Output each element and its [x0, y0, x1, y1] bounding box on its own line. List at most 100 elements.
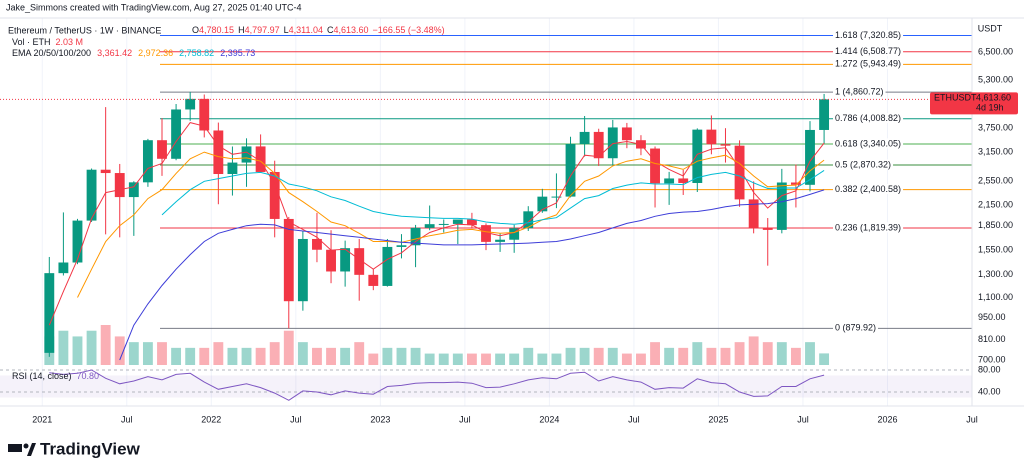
candle-body: [72, 220, 83, 263]
candle-body: [776, 182, 787, 230]
candle-body: [438, 223, 449, 225]
volume-bar: [790, 347, 801, 365]
volume-bar: [297, 342, 308, 365]
volume-bar: [382, 347, 393, 365]
badge-price: 4,613.60: [976, 93, 1011, 103]
volume-bar: [523, 347, 534, 365]
ema-line: [161, 169, 825, 225]
volume-bar: [396, 347, 407, 365]
rsi-line: [49, 369, 825, 401]
candle-body: [255, 146, 266, 172]
candle-body: [734, 145, 745, 200]
candle-body: [523, 211, 534, 229]
x-tick-label: 2022: [201, 414, 221, 424]
ohlc-value: 4,613.60: [334, 25, 369, 35]
candle-body: [621, 127, 632, 141]
x-tick-label: Jul: [290, 414, 302, 424]
candle-body: [114, 173, 125, 198]
volume-bar: [354, 342, 365, 365]
candle-body: [227, 162, 238, 175]
candle-body: [819, 99, 830, 130]
volume-bar: [579, 347, 590, 365]
volume-bar: [86, 330, 97, 365]
volume-bar: [805, 342, 815, 365]
x-tick-label: Jul: [966, 414, 978, 424]
volume-bar: [213, 342, 224, 365]
x-tick-label: 2024: [539, 414, 559, 424]
volume-bar: [340, 347, 351, 365]
ohlc-value: 4,780.15: [199, 25, 234, 35]
candle-body: [410, 227, 421, 246]
volume-bar: [100, 325, 111, 365]
ohlc-value: 4,797.97: [245, 25, 280, 35]
volume-bar: [368, 353, 379, 365]
rsi-title: RSI (14, close): [12, 371, 72, 381]
fib-label-bg: [833, 86, 886, 97]
candle-body: [382, 246, 393, 286]
rsi-value: 70.80: [77, 371, 100, 381]
candle-body: [551, 196, 562, 198]
candle-body: [664, 178, 675, 184]
logo-mark: [23, 443, 29, 449]
x-tick-label: Jul: [459, 414, 471, 424]
volume-bar: [565, 347, 576, 365]
y-tick-label: 3,150.00: [978, 146, 1013, 156]
ohlc-key: L: [284, 25, 289, 35]
x-tick-label: 2023: [370, 414, 390, 424]
volume-bar: [537, 353, 548, 365]
volume-title: Vol · ETH: [12, 37, 51, 47]
volume-bar: [466, 353, 477, 365]
candle-body: [396, 245, 407, 247]
candle-body: [579, 131, 590, 144]
badge-countdown: 4d 19h: [976, 103, 1004, 113]
volume-bar: [157, 342, 167, 365]
candle-body: [185, 98, 196, 110]
candle-body: [241, 146, 252, 163]
volume-bar: [128, 342, 139, 365]
fib-label: 0.382 (2,400.58): [835, 184, 901, 194]
candle-body: [326, 249, 336, 272]
ohlc-value: 4,311.04: [289, 25, 323, 35]
volume-bar: [410, 347, 421, 365]
candle-body: [593, 131, 604, 159]
x-tick-label: 2021: [32, 414, 52, 424]
price-axis: [972, 18, 1024, 406]
volume-bar: [621, 353, 632, 365]
volume-bar: [481, 353, 491, 365]
candle-body: [805, 129, 815, 185]
volume-bar: [706, 347, 717, 365]
candle-body: [607, 127, 618, 159]
ema-line: [119, 189, 825, 361]
volume-bar: [593, 347, 604, 365]
candle-body: [509, 228, 520, 240]
volume-bar: [283, 330, 294, 365]
logo-mark: [27, 443, 36, 456]
fib-label: 0.236 (1,819.39): [835, 222, 901, 232]
y-tick-label: 3,750.00: [978, 122, 1013, 132]
volume-bar: [241, 347, 252, 365]
y-tick-label: 950.00: [978, 312, 1006, 322]
volume-bar: [185, 347, 196, 365]
ema-value: 2,395.73: [220, 48, 255, 58]
volume-bar: [678, 347, 689, 365]
volume-bar: [255, 347, 266, 365]
y-tick-label: 5,300.00: [978, 75, 1013, 85]
fib-label: 0 (879.92): [835, 323, 876, 333]
fib-label-bg: [833, 29, 904, 40]
candle-body: [297, 238, 308, 302]
x-tick-label: Jul: [797, 414, 809, 424]
candle-body: [748, 199, 759, 228]
volume-bar: [227, 347, 238, 365]
candle-body: [481, 225, 491, 242]
y-tick-label: 1,550.00: [978, 244, 1013, 254]
candle-body: [86, 169, 97, 221]
volume-bar: [424, 353, 435, 365]
fib-label-bg: [833, 322, 879, 333]
volume-bar: [509, 353, 520, 365]
y-tick-label: 2,550.00: [978, 176, 1013, 186]
fib-label: 1.272 (5,943.49): [835, 59, 901, 69]
candle-body: [44, 273, 55, 353]
candle-body: [283, 218, 294, 302]
volume-bar: [312, 347, 322, 365]
